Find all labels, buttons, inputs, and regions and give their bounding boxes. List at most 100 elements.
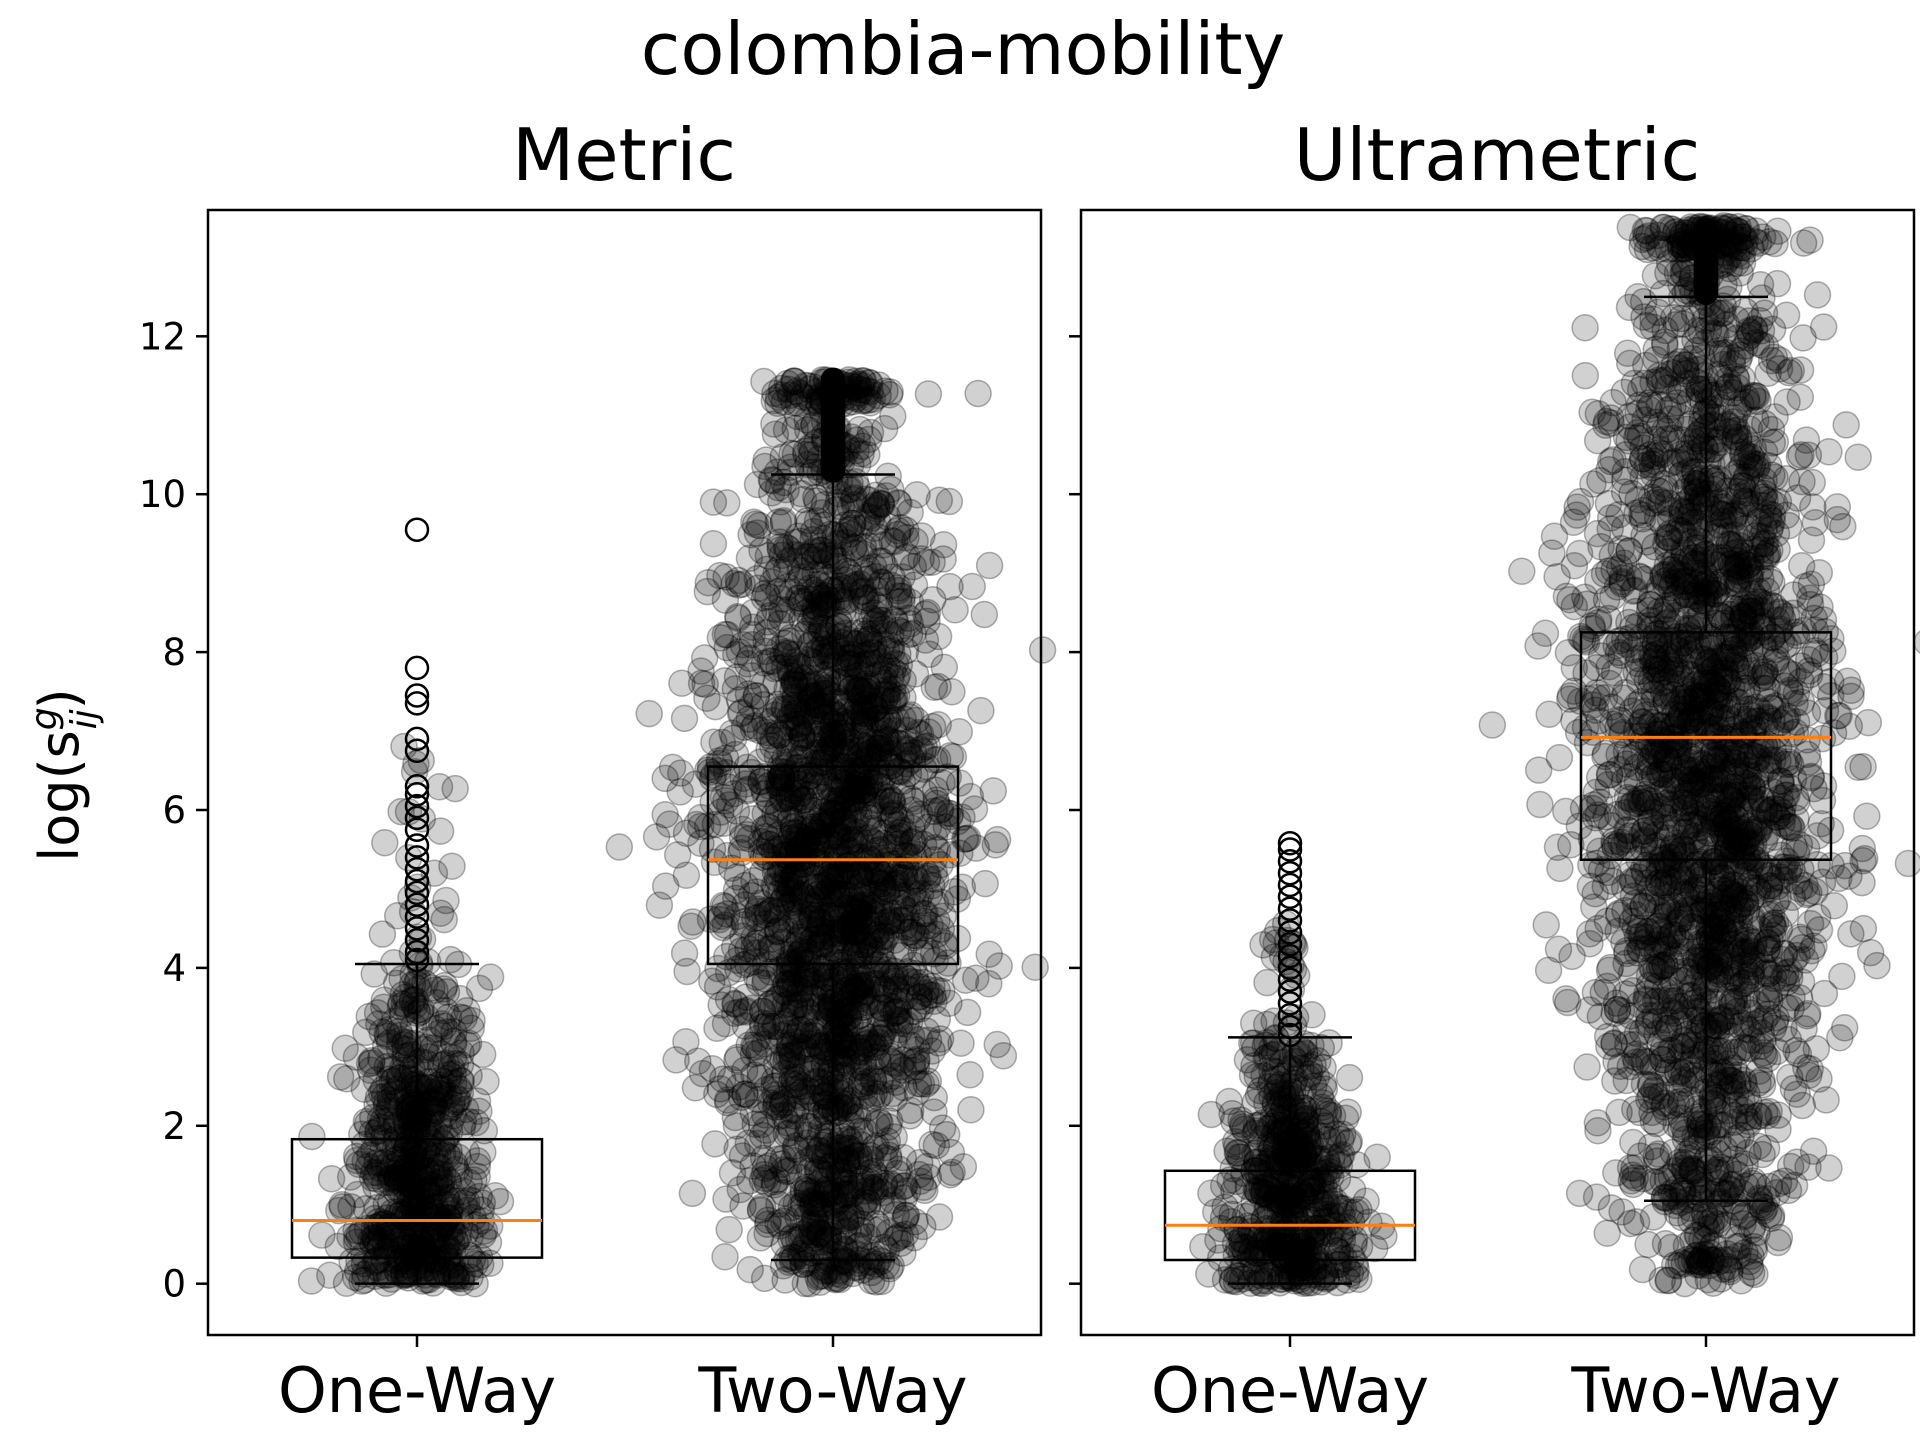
scatter-point xyxy=(779,794,807,823)
scatter-point xyxy=(331,1034,359,1063)
scatter-point xyxy=(701,1130,729,1158)
scatter-point xyxy=(453,1196,482,1225)
scatter-point xyxy=(442,1262,471,1290)
scatter-point xyxy=(1803,281,1832,309)
scatter-point xyxy=(372,1092,401,1120)
scatter-point xyxy=(400,1239,429,1268)
scatter-point xyxy=(427,1039,455,1068)
scatter-point xyxy=(433,1166,462,1194)
scatter-point xyxy=(958,572,986,601)
scatter-point xyxy=(360,960,388,988)
scatter-point xyxy=(635,699,663,728)
scatter-point xyxy=(743,565,772,593)
scatter-point xyxy=(794,1217,823,1245)
y-tick-label: 6 xyxy=(162,789,186,832)
scatter-point xyxy=(428,1075,456,1103)
scatter-point xyxy=(433,1204,461,1232)
scatter-point xyxy=(365,1010,393,1038)
scatter-point xyxy=(914,380,943,408)
y-axis-label-sup: g xyxy=(24,707,65,730)
scatter-point xyxy=(779,1146,808,1175)
scatter-point xyxy=(379,1153,407,1182)
scatter-point xyxy=(744,1085,773,1114)
scatter-point xyxy=(884,516,912,545)
scatter-point xyxy=(316,1261,344,1289)
scatter-point xyxy=(400,1029,429,1058)
scatter-point xyxy=(914,813,943,841)
scatter-point xyxy=(383,1162,412,1190)
scatter-point xyxy=(428,1166,457,1195)
scatter-point xyxy=(372,1222,400,1250)
scatter-point xyxy=(402,1179,431,1208)
scatter-point xyxy=(438,1183,467,1211)
scatter-point xyxy=(417,974,446,1002)
scatter-point xyxy=(938,1158,966,1187)
scatter-point xyxy=(941,596,969,624)
scatter-point xyxy=(399,1217,427,1246)
scatter-point xyxy=(900,1223,928,1252)
scatter-point xyxy=(439,1027,468,1055)
scatter-point xyxy=(851,1072,879,1101)
scatter-point xyxy=(408,1233,437,1261)
scatter-point xyxy=(444,1075,473,1103)
scatter-point xyxy=(397,1171,426,1200)
scatter-point xyxy=(390,732,418,761)
scatter-point xyxy=(1217,1208,1246,1236)
scatter-point xyxy=(437,1211,466,1239)
scatter-point xyxy=(881,608,910,636)
scatter-point xyxy=(425,1168,454,1197)
scatter-point xyxy=(356,1141,384,1170)
scatter-point xyxy=(407,1234,435,1263)
scatter-point xyxy=(706,561,734,590)
scatter-point xyxy=(398,1171,426,1199)
scatter-point xyxy=(375,1150,403,1178)
scatter-point xyxy=(388,1166,416,1194)
scatter-point xyxy=(407,1227,435,1255)
scatter-point xyxy=(1565,1179,1594,1208)
scatter-point xyxy=(342,1228,371,1257)
scatter-point xyxy=(819,793,847,821)
scatter-point xyxy=(367,1044,395,1073)
scatter-point xyxy=(470,1116,499,1145)
scatter-point xyxy=(418,1128,446,1156)
scatter-point xyxy=(402,1147,430,1175)
scatter-point xyxy=(413,1216,441,1244)
scatter-point xyxy=(400,1105,429,1133)
scatter-point xyxy=(442,1229,470,1257)
scatter-point xyxy=(356,1056,385,1085)
y-tick-label: 10 xyxy=(139,473,186,516)
scatter-point xyxy=(1478,711,1507,739)
scatter-point xyxy=(371,1261,400,1290)
y-axis-label: log(sgij) xyxy=(24,688,105,861)
scatter-point xyxy=(1253,968,1281,997)
scatter-point xyxy=(381,1134,410,1163)
suptitle: colombia-mobility xyxy=(641,7,1285,91)
scatter-point xyxy=(1340,1230,1368,1259)
scatter-point xyxy=(395,1189,424,1217)
scatter-point xyxy=(420,1223,448,1251)
scatter-point xyxy=(423,1261,452,1289)
scatter-point xyxy=(336,1163,365,1191)
scatter-point xyxy=(368,1107,397,1136)
scatter-point xyxy=(348,1267,376,1295)
scatter-point xyxy=(450,1189,479,1217)
scatter-point xyxy=(397,1165,425,1193)
scatter-point xyxy=(838,1112,867,1141)
scatter-point xyxy=(398,987,426,1015)
y-tick-label: 4 xyxy=(162,947,186,990)
scatter-point xyxy=(406,1073,435,1102)
scatter-point xyxy=(391,1154,420,1182)
scatter-point xyxy=(363,1165,391,1193)
scatter-point xyxy=(368,1018,396,1046)
scatter-point xyxy=(399,1141,427,1169)
scatter-point xyxy=(699,529,728,558)
scatter-point xyxy=(422,1097,450,1125)
scatter-point xyxy=(781,685,810,713)
scatter-point xyxy=(1312,1164,1341,1193)
y-tick-label: 2 xyxy=(162,1105,186,1148)
scatter-point xyxy=(375,1096,403,1125)
scatter-point xyxy=(376,1082,404,1110)
scatter-point xyxy=(380,1007,409,1035)
scatter-point xyxy=(441,1187,470,1215)
